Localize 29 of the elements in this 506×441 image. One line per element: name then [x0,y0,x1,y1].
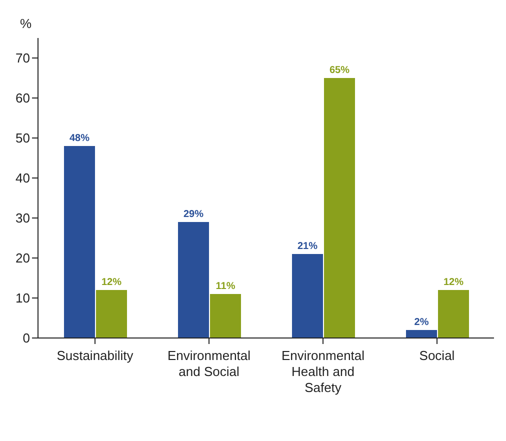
y-tick-label: 0 [22,330,30,346]
data-label: 11% [216,281,236,292]
x-tick-label: Environmental and Social [167,348,251,379]
bar [438,290,469,338]
y-axis-title: % [20,16,32,31]
x-tick-label: Sustainability [56,348,134,363]
y-tick-label: 10 [16,290,30,306]
bar [292,254,323,338]
data-label: 21% [297,241,318,252]
y-tick-label: 50 [16,130,30,146]
bar [96,290,127,338]
y-tick-label: 40 [16,170,30,186]
data-label: 48% [69,133,90,144]
bar [64,146,95,338]
bar [406,330,437,338]
bar [178,222,209,338]
data-label: 2% [414,317,429,328]
bar [210,294,241,338]
data-label: 12% [443,277,464,288]
x-tick-label: Social [419,348,455,363]
bar [324,78,355,338]
data-label: 65% [329,65,350,76]
y-tick-label: 70 [16,50,30,66]
x-tick-label: Environmental Health and Safety [281,348,365,395]
data-label: 12% [101,277,122,288]
y-tick-label: 60 [16,90,30,106]
y-tick-label: 30 [16,210,30,226]
y-tick-label: 20 [16,250,30,266]
data-label: 29% [183,209,204,220]
